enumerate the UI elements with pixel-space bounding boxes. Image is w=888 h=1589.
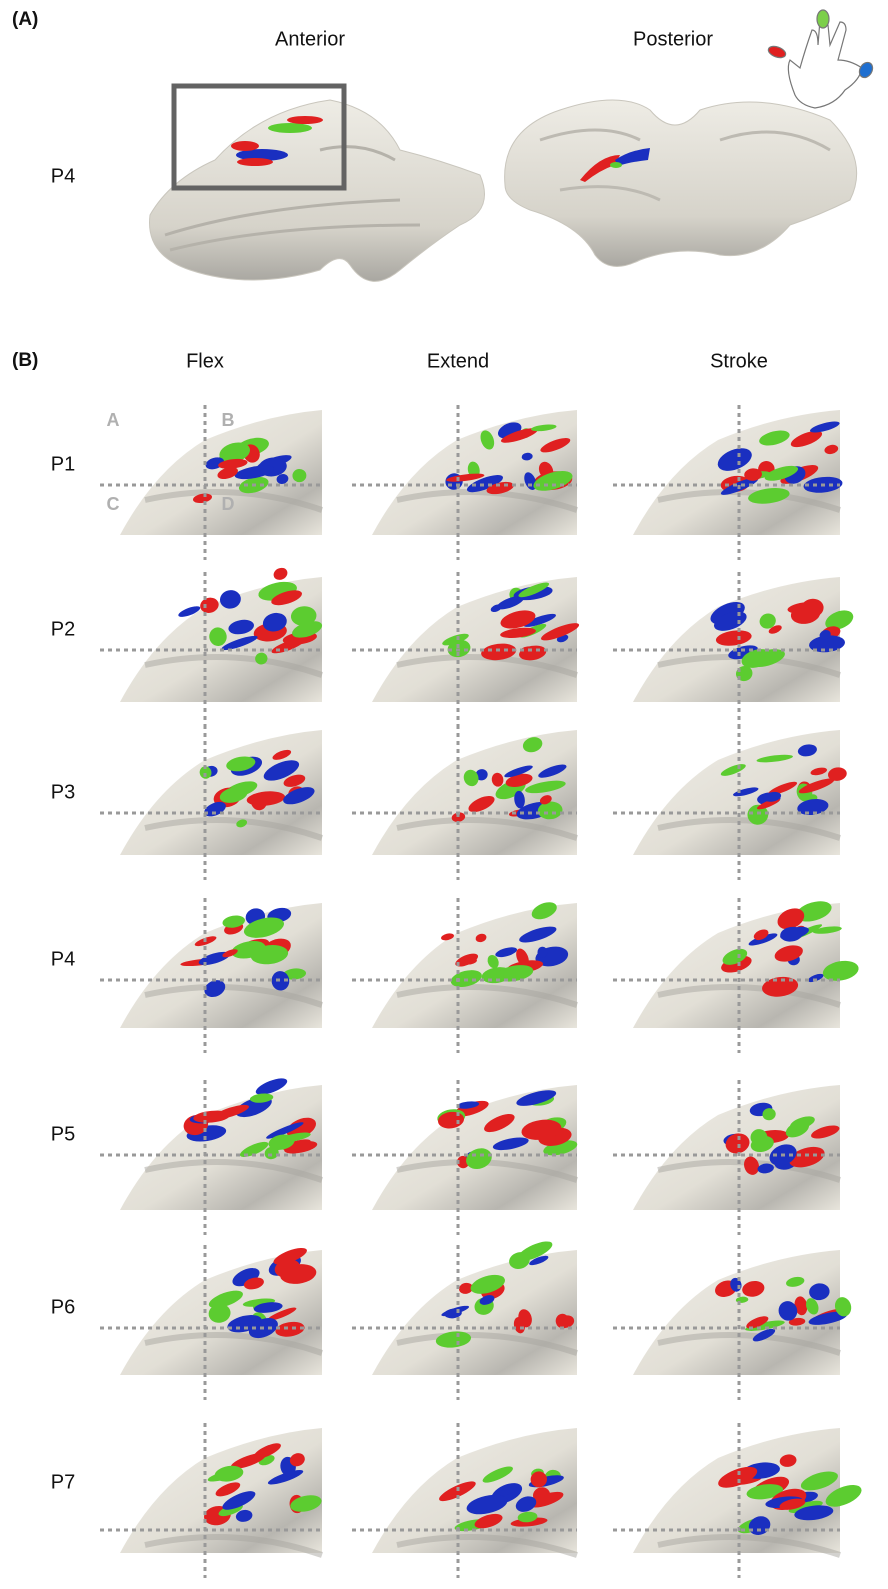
column-title: Stroke <box>710 350 768 372</box>
anterior-brain <box>150 86 485 281</box>
row-label: P7 <box>51 1471 75 1493</box>
row-label: P4 <box>51 165 75 187</box>
quadrant-label: A <box>107 410 120 430</box>
quadrant-label: C <box>107 494 120 514</box>
quadrant-label: B <box>222 410 235 430</box>
view-title: Posterior <box>633 28 713 50</box>
row-label: P5 <box>51 1123 75 1145</box>
grid: Flex Extend Stroke P1 P2 P3 P4 P5 P6 P7 A B C D <box>51 350 865 1578</box>
view-title: Anterior <box>275 28 345 50</box>
row-label: P2 <box>51 618 75 640</box>
cortex-surface <box>633 1250 840 1375</box>
column-title: Extend <box>427 350 489 372</box>
row-label: P6 <box>51 1296 75 1318</box>
column-title: Flex <box>186 350 224 372</box>
hand-icon <box>767 10 875 108</box>
row-label: P4 <box>51 948 75 970</box>
posterior-brain <box>505 100 857 266</box>
cortex-surface <box>372 1250 577 1375</box>
activation-blob <box>272 566 290 582</box>
panel-label: (B) <box>12 350 38 371</box>
figure: (A) Anterior Posterior P4 (B) Flex Extend… <box>0 0 888 1589</box>
quadrant-label: D <box>222 494 235 514</box>
cortex-surface <box>372 730 577 855</box>
row-label: P3 <box>51 781 75 803</box>
row-label: P1 <box>51 453 75 475</box>
panel-label: (A) <box>12 9 38 30</box>
cortex-surface <box>120 903 322 1028</box>
